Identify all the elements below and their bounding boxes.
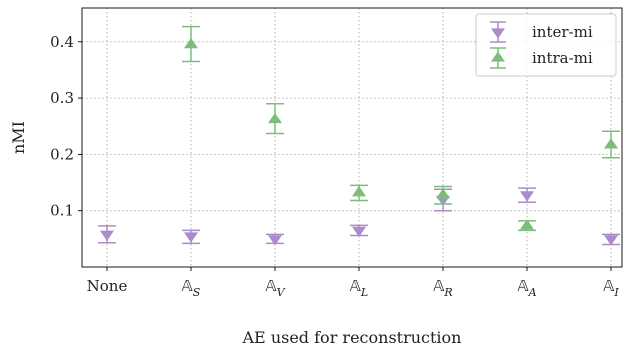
legend-item: inter-mi [490,21,593,43]
legend-label: inter-mi [532,23,593,41]
legend: inter-mi intra-mi [475,13,617,77]
data-point-intra-mi [434,185,452,205]
plot-frame [81,7,623,268]
marker-intra-mi [520,219,534,230]
y-axis-label: nMI [9,121,28,154]
data-point-intra-mi [266,102,284,135]
x-tick-label: 𝔸S [182,277,201,299]
x-tick-label: 𝔸I [603,277,619,299]
data-point-intra-mi [602,130,620,159]
y-tick-label: 0.1 [50,202,74,220]
legend-item: intra-mi [490,47,593,69]
x-tick-label: 𝔸R [433,277,452,299]
marker-intra-mi [352,186,366,197]
marker-intra-mi [436,188,450,199]
data-point-intra-mi [350,184,368,202]
marker-inter-mi [268,235,282,246]
y-tick-label: 0.3 [50,89,74,107]
x-tick-label: 𝔸A [517,277,536,299]
data-point-inter-mi [182,229,200,245]
marker-intra-mi [268,112,282,124]
marker-inter-mi [352,226,366,238]
x-tick-label: None [87,277,128,295]
data-point-inter-mi [518,187,536,203]
data-point-inter-mi [266,233,284,246]
data-point-inter-mi [602,233,620,246]
marker-intra-mi [184,37,198,49]
legend-label: intra-mi [532,49,593,67]
data-point-inter-mi [350,224,368,238]
x-axis-label: AE used for reconstruction [242,328,462,347]
marker-inter-mi [100,230,114,241]
data-point-intra-mi [182,25,200,63]
data-series [98,25,620,246]
legend-box [475,13,617,77]
marker-inter-mi [520,191,534,202]
data-point-intra-mi [518,219,536,232]
x-tick-label: 𝔸L [350,277,368,299]
x-axis-ticks: None 𝔸S 𝔸V 𝔸L 𝔸R 𝔸A 𝔸I [87,267,619,299]
y-tick-label: 0.4 [50,33,74,51]
x-tick-label: 𝔸V [265,277,285,299]
marker-inter-mi [184,232,198,243]
y-axis-ticks: 0.1 0.2 0.3 0.4 [50,33,82,220]
legend-marker [491,51,505,62]
data-point-inter-mi [98,225,116,244]
y-tick-label: 0.2 [50,145,74,163]
marker-inter-mi [604,235,618,246]
marker-intra-mi [604,138,618,149]
legend-marker [491,28,505,39]
